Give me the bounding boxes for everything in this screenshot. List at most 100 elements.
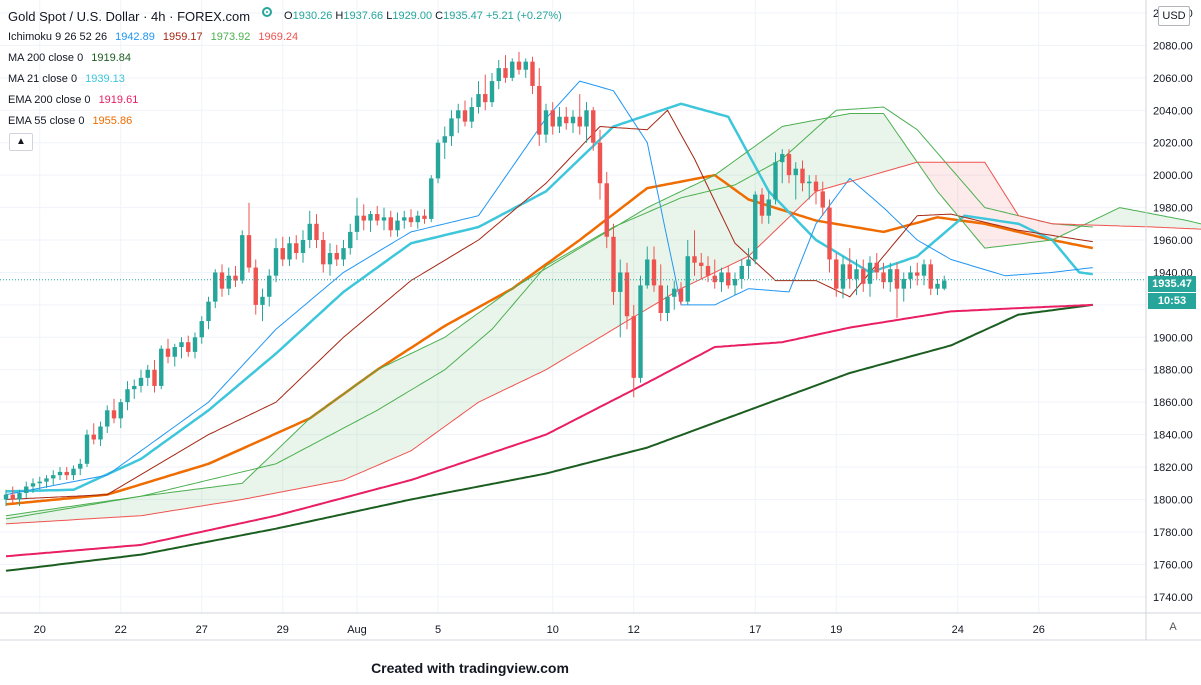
candle-body[interactable]	[597, 142, 603, 184]
candle-body[interactable]	[435, 142, 441, 179]
candle-body[interactable]	[503, 68, 508, 78]
candle-body[interactable]	[881, 272, 886, 283]
candle-body[interactable]	[226, 275, 231, 289]
candle-body[interactable]	[294, 243, 299, 253]
candle-body[interactable]	[192, 337, 198, 352]
candle-body[interactable]	[759, 194, 765, 216]
candle-body[interactable]	[564, 116, 569, 124]
candle-body[interactable]	[429, 178, 434, 219]
candle-body[interactable]	[462, 110, 468, 122]
candle-body[interactable]	[381, 217, 387, 221]
candle-body[interactable]	[30, 483, 36, 487]
candle-body[interactable]	[307, 223, 312, 241]
candle-body[interactable]	[327, 252, 333, 265]
candle-body[interactable]	[125, 389, 130, 403]
candle-body[interactable]	[935, 283, 940, 289]
auto-scale-icon[interactable]: A	[1169, 621, 1177, 633]
candle-body[interactable]	[530, 61, 535, 86]
candle-body[interactable]	[111, 410, 117, 419]
candle-body[interactable]	[577, 116, 582, 127]
candle-body[interactable]	[908, 272, 913, 279]
candle-body[interactable]	[321, 240, 326, 265]
candle-body[interactable]	[732, 278, 738, 286]
candle-body[interactable]	[793, 168, 798, 176]
candle-body[interactable]	[820, 191, 825, 208]
candle-body[interactable]	[726, 272, 731, 286]
candle-body[interactable]	[867, 262, 873, 284]
indicator-row[interactable]: MA 21 close 0 1939.13	[8, 69, 562, 90]
candle-body[interactable]	[604, 183, 609, 237]
candle-body[interactable]	[638, 285, 643, 378]
candle-body[interactable]	[246, 235, 252, 268]
candle-body[interactable]	[496, 68, 501, 82]
candle-body[interactable]	[388, 217, 393, 231]
candle-body[interactable]	[78, 463, 83, 469]
candle-body[interactable]	[624, 272, 630, 317]
candle-body[interactable]	[591, 110, 596, 143]
candle-body[interactable]	[570, 116, 576, 124]
candle-body[interactable]	[165, 348, 171, 357]
candle-body[interactable]	[341, 248, 346, 260]
candle-body[interactable]	[10, 494, 15, 500]
candle-body[interactable]	[368, 214, 373, 221]
candle-body[interactable]	[415, 215, 420, 223]
candle-body[interactable]	[645, 259, 650, 286]
candle-body[interactable]	[807, 181, 812, 184]
candle-body[interactable]	[375, 214, 380, 221]
candle-body[interactable]	[685, 256, 690, 302]
candle-body[interactable]	[17, 492, 22, 500]
candle-body[interactable]	[334, 252, 339, 260]
candle-body[interactable]	[361, 215, 366, 221]
candle-body[interactable]	[699, 262, 704, 266]
candle-body[interactable]	[928, 264, 933, 289]
indicator-row[interactable]: Ichimoku 9 26 52 26 1942.89 1959.17 1973.92…	[8, 27, 562, 48]
candle-body[interactable]	[780, 154, 785, 163]
candle-body[interactable]	[354, 215, 360, 232]
candle-body[interactable]	[44, 478, 49, 482]
candle-body[interactable]	[145, 369, 150, 378]
candle-body[interactable]	[483, 94, 488, 103]
candle-body[interactable]	[138, 377, 144, 386]
candle-body[interactable]	[84, 434, 90, 464]
candle-body[interactable]	[476, 94, 481, 108]
candle-body[interactable]	[456, 110, 461, 119]
candle-body[interactable]	[915, 272, 920, 276]
candle-body[interactable]	[813, 181, 819, 192]
candle-body[interactable]	[186, 342, 191, 352]
candle-body[interactable]	[773, 162, 778, 200]
candle-body[interactable]	[152, 369, 157, 386]
candle-body[interactable]	[37, 481, 42, 484]
candle-body[interactable]	[894, 269, 900, 289]
candle-body[interactable]	[739, 265, 744, 279]
candle-body[interactable]	[840, 264, 846, 289]
candle-body[interactable]	[71, 468, 76, 476]
candle-body[interactable]	[240, 235, 245, 281]
candle-body[interactable]	[611, 236, 616, 292]
candle-body[interactable]	[861, 269, 866, 284]
candle-body[interactable]	[402, 217, 407, 221]
candle-body[interactable]	[672, 288, 677, 297]
candle-body[interactable]	[827, 207, 832, 260]
candle-body[interactable]	[766, 199, 771, 216]
candle-body[interactable]	[537, 85, 542, 135]
candle-body[interactable]	[489, 81, 495, 103]
candle-body[interactable]	[422, 215, 427, 219]
candle-body[interactable]	[921, 264, 927, 276]
candle-body[interactable]	[834, 259, 839, 289]
candle-body[interactable]	[631, 316, 636, 378]
candle-body[interactable]	[64, 471, 69, 476]
candle-body[interactable]	[800, 168, 805, 184]
candle-body[interactable]	[179, 342, 184, 348]
candle-body[interactable]	[712, 275, 717, 283]
candle-body[interactable]	[753, 194, 758, 260]
candle-body[interactable]	[901, 278, 906, 289]
indicator-row[interactable]: EMA 55 close 0 1955.86	[8, 111, 562, 132]
candle-body[interactable]	[442, 136, 447, 143]
candle-body[interactable]	[105, 410, 110, 427]
candle-body[interactable]	[253, 267, 258, 305]
candle-body[interactable]	[233, 275, 238, 281]
indicator-row[interactable]: MA 200 close 0 1919.84	[8, 48, 562, 69]
candle-body[interactable]	[550, 110, 555, 127]
candle-body[interactable]	[24, 486, 29, 493]
candle-body[interactable]	[57, 471, 63, 476]
